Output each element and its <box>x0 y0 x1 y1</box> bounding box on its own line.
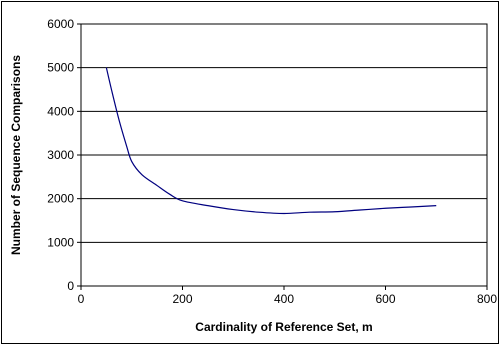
x-tick-label: 200 <box>172 292 192 306</box>
gridlines <box>81 67 487 243</box>
series-layer <box>105 67 437 215</box>
y-tick-label: 0 <box>67 279 74 293</box>
x-tick-label: 600 <box>375 292 395 306</box>
x-tick-label: 800 <box>477 292 497 306</box>
y-tick-label: 6000 <box>47 17 74 31</box>
y-tick-label: 3000 <box>47 148 74 162</box>
x-tick-label: 0 <box>78 292 85 306</box>
x-axis: 0 200 400 600 800 <box>78 286 497 306</box>
x-axis-title: Cardinality of Reference Set, m <box>195 320 372 334</box>
y-tick-label: 1000 <box>47 235 74 249</box>
y-axis-title: Number of Sequence Comparisons <box>9 55 23 255</box>
y-tick-label: 2000 <box>47 192 74 206</box>
series-line <box>105 67 437 215</box>
y-tick-label: 5000 <box>47 61 74 75</box>
y-tick-label: 4000 <box>47 104 74 118</box>
y-axis: 0 1000 2000 3000 4000 5000 6000 <box>47 17 81 293</box>
x-tick-label: 400 <box>274 292 294 306</box>
